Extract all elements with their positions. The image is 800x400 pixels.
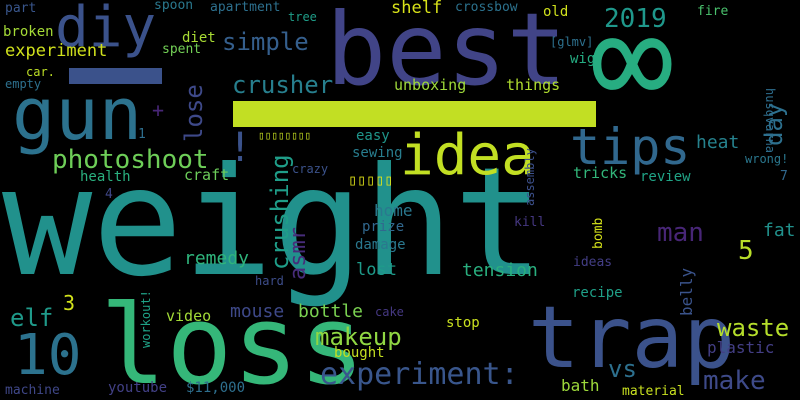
word-easy: easy [356,128,390,144]
word-video: video [166,307,212,325]
word-crossbow: crossbow [455,0,518,15]
word-craft: craft [184,166,230,184]
word-boxes-8: ▯▯▯▯▯▯▯▯ [258,129,311,142]
word-simple: simple [222,28,309,56]
word-home: home [374,201,413,220]
word-lost: lost [356,260,397,280]
word-fat: fat [763,220,796,241]
word-5: 5 [738,236,754,266]
word-crusher: crusher [232,71,334,99]
word-man: man [657,218,704,248]
word-loss: loss [100,281,365,400]
word-tips: tips [570,118,691,176]
word-photoshoot: photoshoot [52,145,209,175]
word-10: 10 [14,323,82,388]
word-bath: bath [561,376,600,395]
word-infinity: ∞ [590,0,675,141]
word-wrong: wrong! [745,152,789,166]
word-part: part [5,1,37,16]
word-experiment-colon: experiment: [320,357,519,392]
word-bottle: bottle [298,301,364,322]
word-4: 4 [105,187,113,202]
word-old: old [543,4,569,20]
word-boxes-5: ▯▯▯▯▯ [348,171,394,189]
word-review: review [640,169,691,185]
word-make: make [703,366,766,396]
word-broken: broken [3,24,54,40]
word-lose: lose [180,84,208,142]
word-weight: weight [2,136,544,310]
word-spoon: spoon [154,0,194,13]
word-hard: hard [255,274,284,288]
word-2019: 2019 [604,4,667,34]
word-unboxing: unboxing [394,76,467,94]
word-damage: damage [355,237,406,253]
word-best: best [326,0,567,108]
word-car: car. [26,65,55,79]
word-wig: wig [570,51,596,67]
word-cake: cake [375,305,404,319]
word-plus: + [152,98,165,122]
word-1: 1 [138,127,146,142]
word-remedy: remedy [184,248,250,269]
word-shelf: shelf [391,0,443,18]
word-heat: heat [696,132,740,153]
word-crazy: crazy [292,162,329,176]
word-tree: tree [288,10,317,24]
word-husqvarna: husqvarna [763,88,777,154]
word-idea: idea [400,123,535,188]
word-empty: empty [5,77,42,91]
word-things: things [506,76,561,94]
word-tension: tension [462,260,538,281]
word-sewing: sewing [352,145,403,161]
word-material: material [622,384,685,399]
word-makeup: makeup [315,323,402,351]
word-elf: elf [10,304,54,332]
word-trap: trap [528,288,736,388]
dash-bar [69,68,162,84]
word-diy: diy [55,0,157,60]
word-exclaim: ! [228,125,253,171]
highlight-bar [233,101,596,127]
word-prize: prize [362,219,405,235]
word-belly: belly [677,267,696,316]
word-gun: gun [12,72,143,156]
word-waste: waste [717,314,790,342]
word-3: 3 [63,291,76,315]
word-health: health [80,169,131,185]
word-fire: fire [697,4,729,19]
word-bought: bought [334,345,385,361]
word-kill: kill [514,215,546,230]
word-recipe: recipe [572,285,623,301]
word-7: 7 [780,169,788,184]
word-workout: workout! [139,290,153,348]
word-machine: machine [5,383,60,398]
word-plastic: plastic [707,338,775,357]
word-youtube: youtube [108,380,168,396]
word-ideas: ideas [573,255,613,270]
word-11000: $11,000 [186,380,246,396]
word-diet: diet [182,30,216,46]
word-stop: stop [446,315,480,331]
word-spent: spent [162,42,202,57]
word-mouse: mouse [230,301,285,322]
word-tricks: tricks [573,164,628,182]
word-asmr: asmr [286,227,311,280]
word-bomb: bomb [591,217,606,249]
word-experiment: experiment [5,41,108,61]
word-glmv: [glmv] [550,35,594,49]
word-vs: vs [608,355,637,383]
word-apartment: apartment [210,0,281,15]
word-assembly: assembly [523,148,537,206]
